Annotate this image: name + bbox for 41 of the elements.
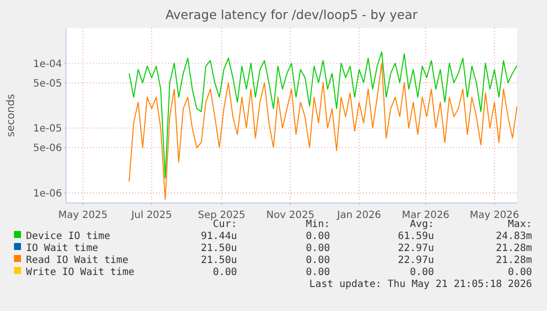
text: 0.00 [212, 267, 237, 278]
y-tick-label: 5e-05 [33, 78, 62, 90]
text: Avg: [410, 219, 434, 230]
legend-label: Read IO Wait time [26, 255, 128, 266]
text: 91.44u [200, 231, 237, 242]
text: 24.83m [496, 231, 532, 242]
text: 21.50u [200, 243, 237, 254]
text: 21.50u [200, 255, 237, 266]
x-tick-label: Jan 2026 [336, 210, 382, 221]
text: 0.00 [306, 267, 330, 278]
text: Cur: [212, 219, 237, 230]
text: 0.00 [306, 243, 330, 254]
legend-label: IO Wait time [26, 243, 98, 254]
x-tick-label: Mar 2026 [402, 210, 450, 221]
legend-label: Device IO time [26, 231, 110, 242]
y-tick-label: 1e-04 [33, 58, 62, 70]
chart-title: Average latency for /dev/loop5 - by year [165, 7, 418, 22]
text: 0.00 [508, 267, 532, 278]
x-tick-label: May 2025 [58, 210, 108, 221]
line-series [128, 51, 518, 179]
text: 22.97u [398, 255, 434, 266]
text: 21.28m [496, 255, 532, 266]
y-axis-title: seconds [5, 94, 17, 137]
text: 21.28m [496, 243, 532, 254]
text: 61.59u [398, 231, 434, 242]
x-tick-label: Sep 2025 [198, 210, 246, 221]
y-tick-label: 1e-06 [33, 188, 62, 200]
text: 22.97u [398, 243, 434, 254]
x-tick-label: Jul 2025 [130, 210, 172, 221]
text: 0.00 [306, 255, 330, 266]
text: Last update: Thu May 21 21:05:18 2026 [309, 279, 532, 290]
text: Max: [508, 219, 532, 230]
legend-label: Write IO Wait time [26, 267, 134, 278]
y-tick-label: 1e-05 [33, 124, 62, 135]
text: 0.00 [306, 231, 330, 242]
x-tick-label: Nov 2025 [266, 210, 314, 221]
line-series [128, 62, 518, 200]
x-tick-label: May 2026 [470, 210, 520, 221]
text: Min: [306, 219, 330, 230]
y-tick-label: 5e-06 [33, 143, 62, 154]
text: 0.00 [410, 267, 434, 278]
